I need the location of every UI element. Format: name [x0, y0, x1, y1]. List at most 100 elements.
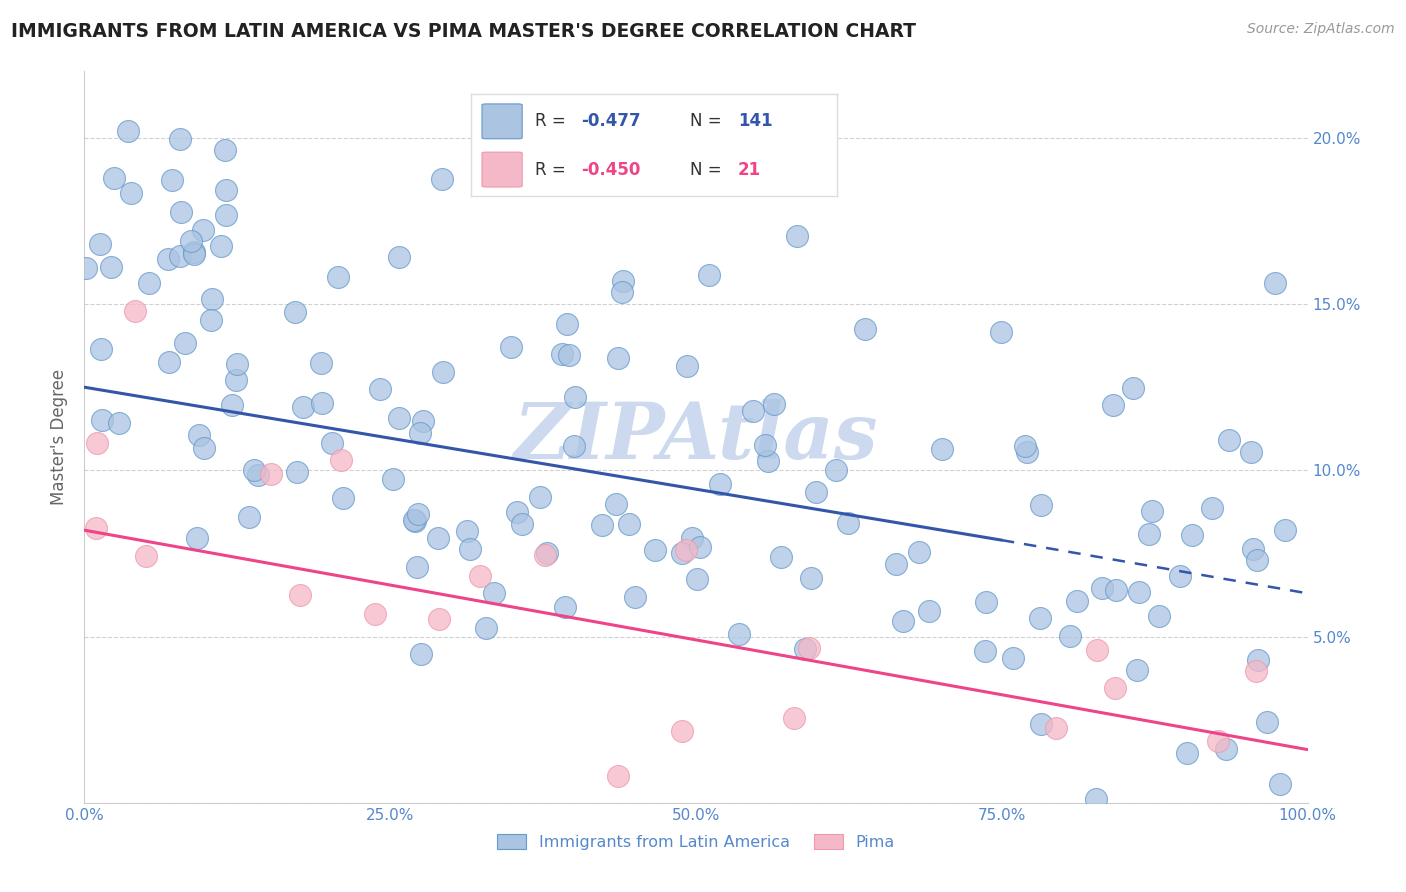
Point — [1201, 501, 1223, 516]
Point — [555, 317, 578, 331]
Point — [1125, 663, 1147, 677]
Point — [328, 270, 350, 285]
Point — [1028, 610, 1050, 624]
Point — [1045, 721, 1067, 735]
Point — [709, 476, 731, 491]
Point — [1084, 792, 1107, 806]
Text: Source: ZipAtlas.com: Source: ZipAtlas.com — [1247, 22, 1395, 37]
Point — [186, 531, 208, 545]
Point — [170, 204, 193, 219]
Text: N =: N = — [690, 161, 727, 178]
Point — [430, 172, 453, 186]
Point — [456, 524, 478, 539]
Point — [697, 268, 720, 282]
Point — [974, 644, 997, 658]
Point — [225, 373, 247, 387]
Point — [90, 343, 112, 357]
Point — [529, 491, 551, 505]
Point — [562, 439, 585, 453]
Point — [1104, 681, 1126, 695]
Point — [675, 543, 697, 558]
Point — [86, 435, 108, 450]
Point — [1128, 585, 1150, 599]
Point — [797, 640, 820, 655]
Point — [1015, 445, 1038, 459]
Point — [215, 208, 238, 222]
Point — [1240, 445, 1263, 459]
Point — [409, 648, 432, 662]
Point — [89, 236, 111, 251]
Point — [624, 590, 647, 604]
Point — [406, 560, 429, 574]
Point — [292, 400, 315, 414]
Point — [754, 438, 776, 452]
Point — [138, 276, 160, 290]
Point — [1029, 716, 1052, 731]
Point — [174, 336, 197, 351]
Point — [1181, 528, 1204, 542]
Point — [1168, 568, 1191, 582]
Point — [1029, 498, 1052, 512]
FancyBboxPatch shape — [482, 153, 522, 187]
Point — [837, 516, 859, 530]
Point — [762, 397, 785, 411]
Point — [368, 382, 391, 396]
Point — [1247, 653, 1270, 667]
Point — [1264, 276, 1286, 290]
Point — [1001, 651, 1024, 665]
Point — [1102, 398, 1125, 412]
Point — [606, 769, 628, 783]
Point — [505, 504, 527, 518]
Text: 21: 21 — [738, 161, 761, 178]
Point — [1085, 643, 1108, 657]
Point — [309, 356, 332, 370]
Point — [1105, 583, 1128, 598]
Point — [169, 131, 191, 145]
Text: ZIPAtlas: ZIPAtlas — [513, 399, 879, 475]
Y-axis label: Master's Degree: Master's Degree — [51, 369, 69, 505]
Point — [156, 252, 179, 267]
Point — [209, 239, 232, 253]
Point — [382, 472, 405, 486]
Point — [215, 183, 238, 197]
Point — [671, 724, 693, 739]
Point — [619, 516, 641, 531]
Point — [135, 549, 157, 564]
Point — [1140, 504, 1163, 518]
Point — [183, 245, 205, 260]
Point — [402, 513, 425, 527]
Point — [1147, 609, 1170, 624]
Point — [806, 485, 828, 500]
Point — [1177, 746, 1199, 760]
Point — [510, 516, 533, 531]
Point — [612, 274, 634, 288]
Point — [1268, 777, 1291, 791]
Point — [681, 531, 703, 545]
Point — [1206, 734, 1229, 748]
Point — [157, 355, 180, 369]
Point — [103, 170, 125, 185]
Point — [564, 390, 586, 404]
Point — [75, 261, 97, 276]
Point — [1218, 433, 1240, 447]
Point — [470, 569, 492, 583]
Text: IMMIGRANTS FROM LATIN AMERICA VS PIMA MASTER'S DEGREE CORRELATION CHART: IMMIGRANTS FROM LATIN AMERICA VS PIMA MA… — [11, 22, 917, 41]
Point — [793, 641, 815, 656]
Point — [238, 509, 260, 524]
Point — [554, 599, 576, 614]
Point — [243, 463, 266, 477]
Point — [193, 441, 215, 455]
Point — [100, 260, 122, 275]
FancyBboxPatch shape — [482, 104, 522, 139]
Point — [1274, 523, 1296, 537]
Point — [221, 398, 243, 412]
Point — [689, 540, 711, 554]
Point — [884, 558, 907, 572]
Point — [1246, 553, 1268, 567]
Point — [1091, 581, 1114, 595]
Point — [117, 124, 139, 138]
Point — [1122, 381, 1144, 395]
Point — [686, 572, 709, 586]
Point — [551, 346, 574, 360]
Point — [432, 365, 454, 379]
